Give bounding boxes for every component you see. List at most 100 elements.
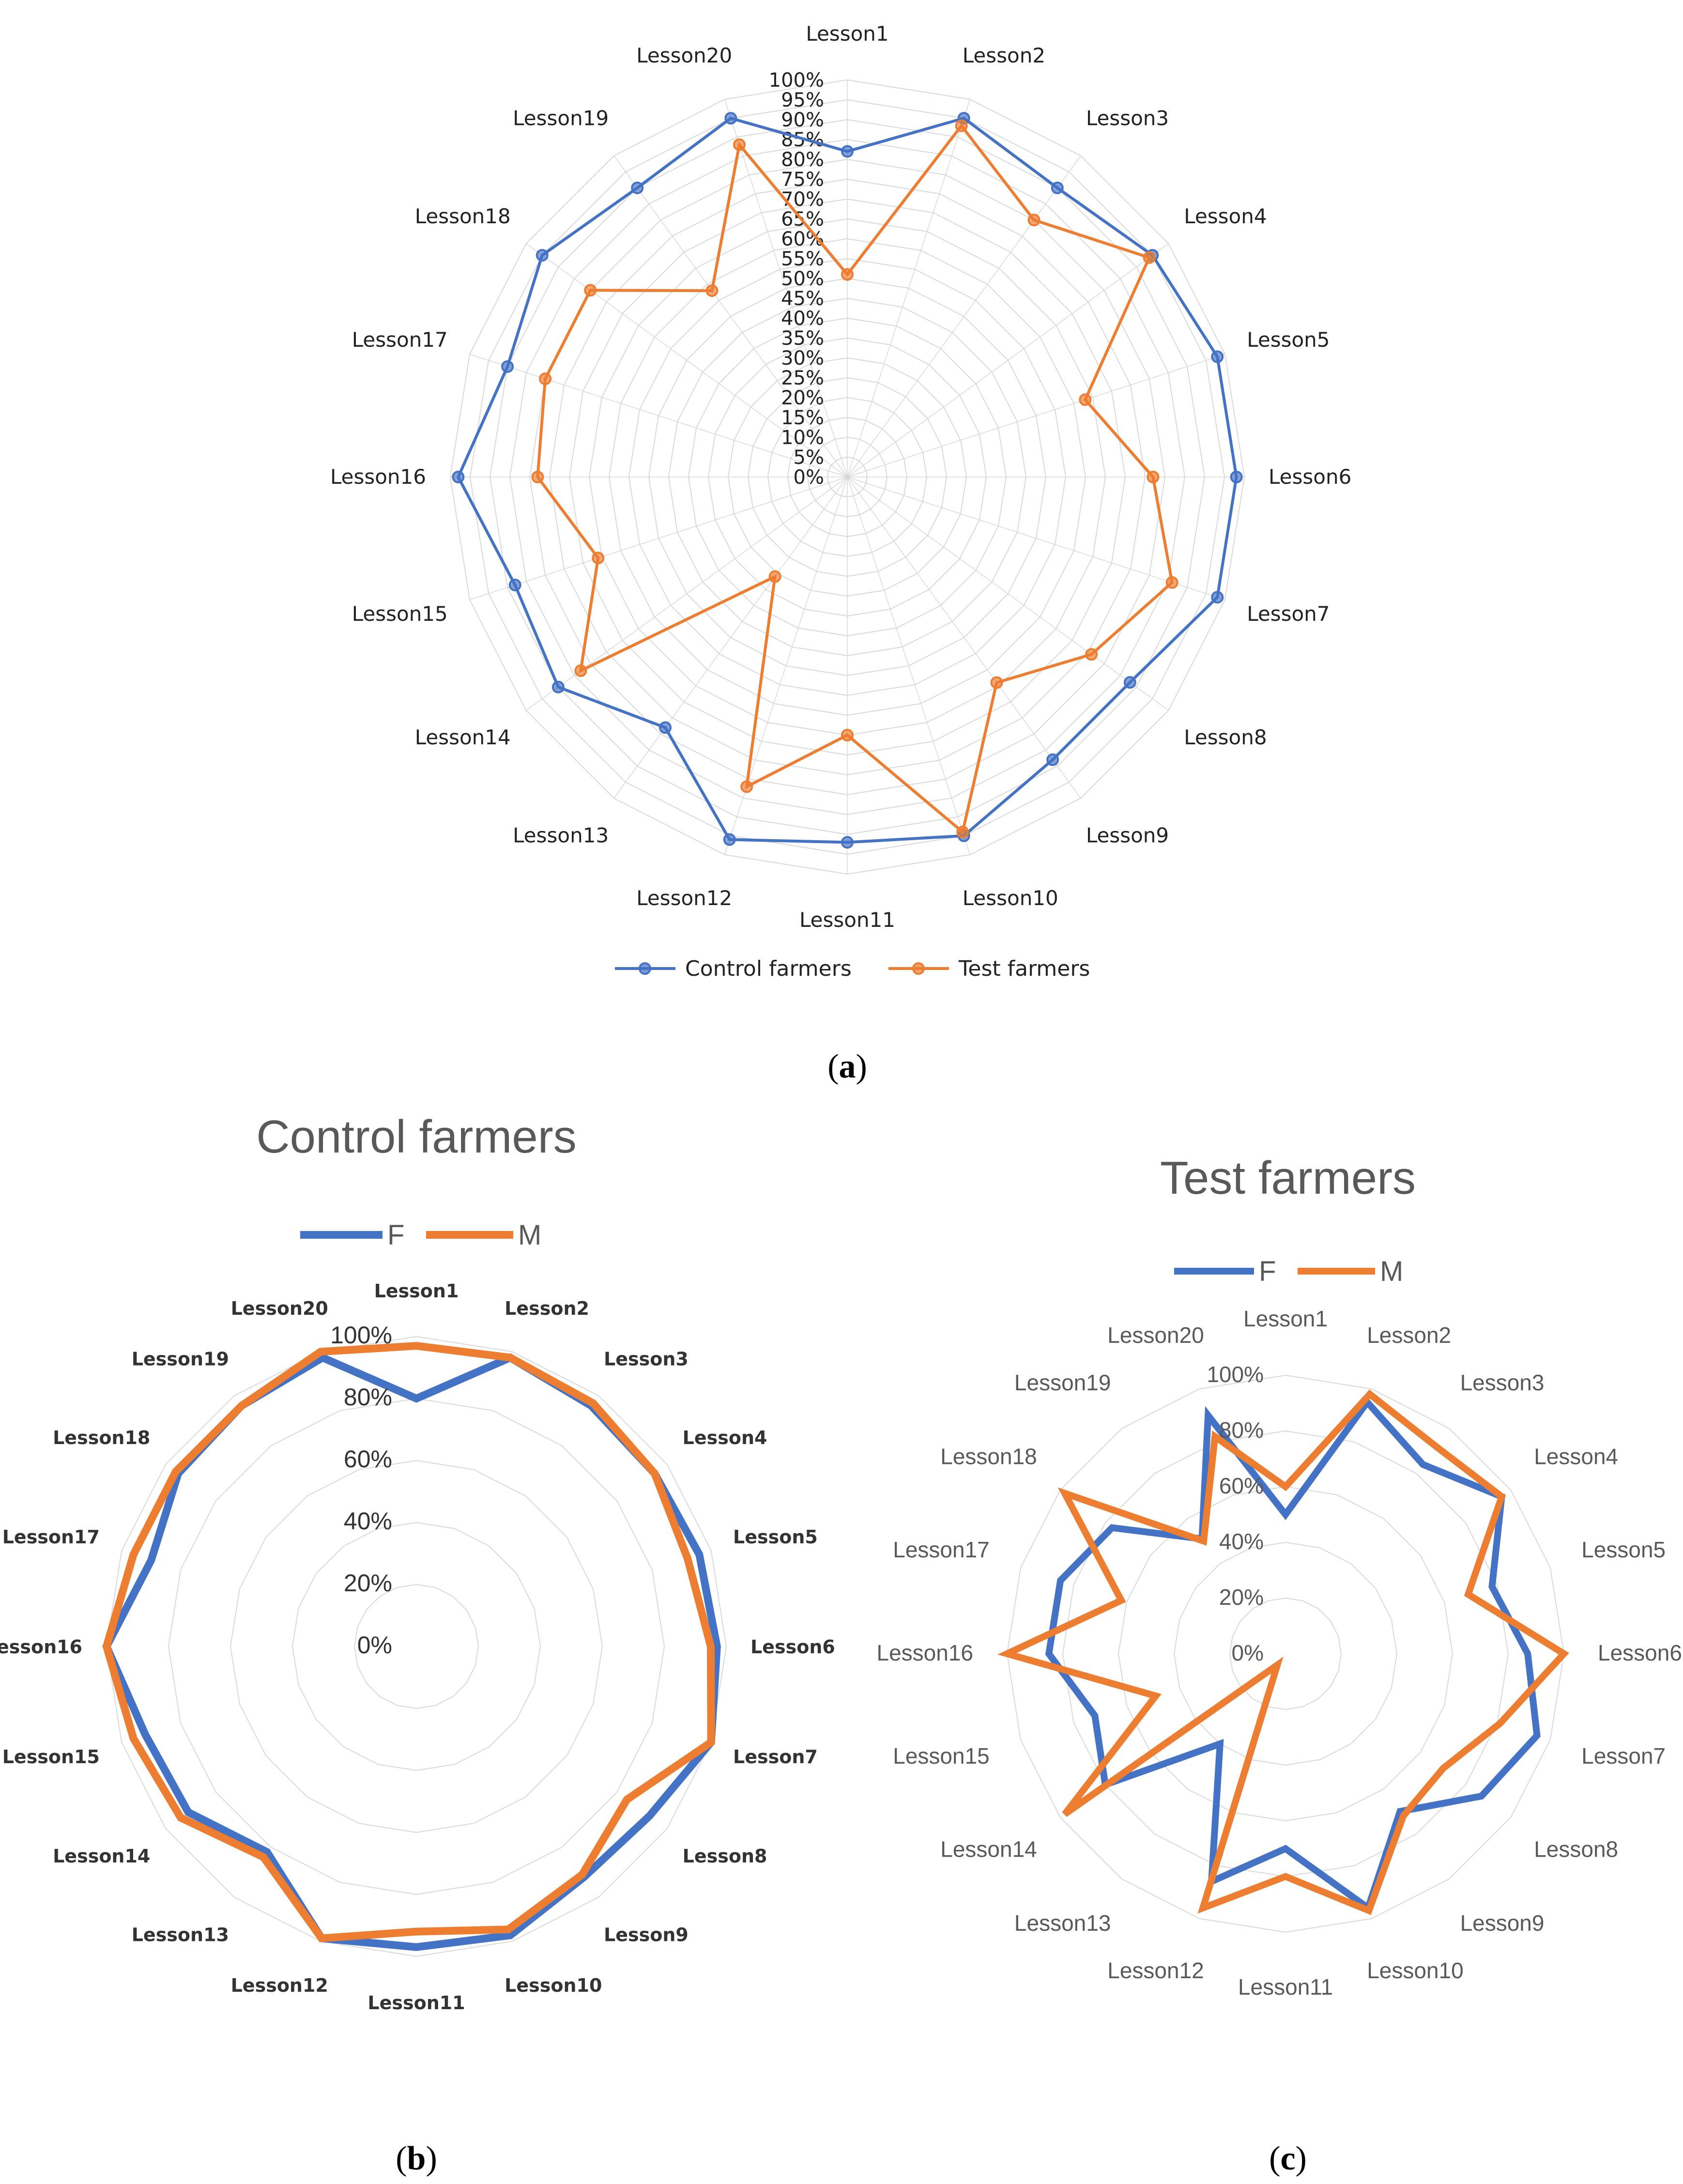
point-test-farmers-lesson17 — [539, 372, 552, 385]
point-control-farmers-lesson15 — [508, 578, 521, 591]
grid-spoke-2 — [847, 99, 971, 477]
point-control-farmers-lesson8 — [1123, 676, 1136, 689]
category-label-lesson20: Lesson20 — [1107, 1323, 1204, 1348]
category-label-lesson3: Lesson3 — [1086, 107, 1169, 130]
panel-b-title: Control farmers — [256, 1111, 577, 1163]
point-control-farmers-lesson12 — [723, 833, 736, 846]
tick-label-20: 20% — [781, 387, 824, 409]
legend-b-m-label: M — [518, 1219, 541, 1251]
tick-label-70: 70% — [781, 188, 824, 211]
category-label-lesson13: Lesson13 — [513, 823, 609, 847]
category-label-lesson13: Lesson13 — [132, 1924, 229, 1946]
point-test-farmers-lesson3 — [1027, 214, 1040, 227]
point-control-farmers-lesson6 — [1230, 471, 1243, 483]
category-label-lesson8: Lesson8 — [683, 1846, 767, 1867]
grid-ring-5 — [106, 1336, 727, 1957]
category-label-lesson9: Lesson9 — [604, 1924, 688, 1946]
category-label-lesson19: Lesson19 — [132, 1348, 229, 1369]
grid-spoke-7 — [847, 477, 1225, 600]
tick-label-30: 30% — [781, 347, 824, 369]
grid-spoke-13 — [613, 477, 848, 799]
category-label-lesson1: Lesson1 — [1243, 1306, 1328, 1331]
point-test-farmers-lesson12 — [740, 780, 753, 793]
point-test-farmers-lesson9 — [990, 676, 1003, 689]
point-test-farmers-lesson10 — [956, 826, 969, 839]
point-control-farmers-lesson16 — [452, 471, 465, 483]
point-test-farmers-lesson20 — [733, 138, 746, 151]
category-label-lesson7: Lesson7 — [733, 1746, 818, 1768]
category-label-lesson16: Lesson16 — [877, 1640, 974, 1665]
grid-spoke-19 — [613, 155, 848, 477]
panel-b-series — [102, 1342, 721, 1951]
panel-a-category-labels: Lesson1 Lesson2 Lesson3 Lesson4 Lesson5 Lesso… — [330, 22, 1351, 932]
category-label-lesson17: Lesson17 — [893, 1537, 990, 1562]
grid-spoke-5 — [847, 354, 1225, 477]
panel-a-axis-ticks: 0%5%10%15%20%25%30%35%40%45%50%55%60%65%… — [769, 69, 824, 489]
panel-b-axis-ticks: 0% 20% 40% 60% 80% 100% — [330, 1322, 392, 1659]
category-label-lesson11: Lesson11 — [799, 908, 895, 932]
category-label-lesson10: Lesson10 — [1367, 1958, 1464, 1983]
category-label-lesson9: Lesson9 — [1460, 1910, 1545, 1936]
grid-spoke-18 — [526, 243, 848, 477]
point-control-farmers-lesson18 — [536, 249, 549, 262]
category-label-lesson7: Lesson7 — [1581, 1743, 1666, 1769]
point-control-farmers-lesson11 — [841, 836, 854, 849]
category-label-lesson6: Lesson6 — [1269, 465, 1351, 489]
point-test-farmers-lesson15 — [592, 552, 605, 565]
grid-spoke-8 — [847, 477, 1169, 711]
category-label-lesson17: Lesson17 — [352, 328, 448, 352]
caption-c: (c) — [1269, 2140, 1307, 2177]
point-control-farmers-lesson7 — [1211, 591, 1224, 604]
category-label-lesson12: Lesson12 — [231, 1975, 328, 1996]
caption-b: (b) — [396, 2140, 437, 2177]
category-label-lesson8: Lesson8 — [1184, 725, 1267, 749]
legend-test-farmers-marker — [912, 962, 925, 975]
panel-b-legend: F M — [300, 1219, 541, 1251]
point-control-farmers-lesson19 — [631, 181, 644, 194]
category-label-lesson9: Lesson9 — [1086, 823, 1169, 847]
category-label-lesson3: Lesson3 — [604, 1348, 688, 1369]
category-label-lesson12: Lesson12 — [636, 886, 732, 910]
point-test-farmers-lesson6 — [1147, 471, 1160, 483]
grid-ring-3 — [1117, 1486, 1454, 1822]
category-label-lesson4: Lesson4 — [1534, 1444, 1618, 1469]
category-label-lesson2: Lesson2 — [963, 44, 1045, 67]
caption-a: (a) — [827, 1048, 867, 1085]
point-control-farmers-lesson20 — [724, 112, 737, 125]
category-label-lesson13: Lesson13 — [1014, 1910, 1111, 1936]
category-label-lesson3: Lesson3 — [1460, 1370, 1545, 1395]
legend-control-farmers-marker — [639, 962, 651, 975]
grid-ring-2 — [1173, 1541, 1398, 1766]
point-control-farmers-lesson9 — [1046, 753, 1059, 766]
category-label-lesson7: Lesson7 — [1247, 602, 1330, 626]
point-test-farmers-lesson4 — [1143, 251, 1156, 264]
grid-spoke-20 — [724, 99, 848, 477]
tick-label-80: 80% — [1219, 1417, 1264, 1443]
category-label-lesson6: Lesson6 — [1598, 1640, 1682, 1665]
tick-label-5: 5% — [794, 446, 824, 469]
category-label-lesson4: Lesson4 — [1184, 204, 1267, 228]
category-label-lesson14: Lesson14 — [940, 1837, 1037, 1862]
tick-label-75: 75% — [781, 169, 824, 191]
grid-ring-4 — [168, 1398, 665, 1895]
category-label-lesson14: Lesson14 — [415, 725, 511, 749]
category-label-lesson17: Lesson17 — [2, 1526, 100, 1548]
grid-ring-1 — [353, 1584, 479, 1709]
legend-control-farmers-label: Control farmers — [685, 956, 852, 981]
point-test-farmers-lesson16 — [531, 471, 544, 483]
legend-c-m-label: M — [1380, 1256, 1403, 1287]
point-test-farmers-lesson13 — [768, 570, 781, 583]
category-label-lesson18: Lesson18 — [940, 1444, 1037, 1469]
category-label-lesson10: Lesson10 — [963, 886, 1058, 910]
category-label-lesson2: Lesson2 — [1367, 1323, 1451, 1348]
tick-label-20: 20% — [344, 1569, 392, 1597]
grid-spoke-9 — [847, 477, 1081, 799]
panel-c-category-labels: Lesson1 Lesson2 Lesson3 Lesson4 Lesson5 Lesso… — [877, 1306, 1682, 1999]
tick-label-90: 90% — [781, 109, 824, 131]
tick-label-95: 95% — [781, 89, 824, 111]
panel-c-test-farmers-radar: Test farmers F M 0% 20% 40% 60% 80% 100% Less… — [877, 1152, 1682, 2177]
point-control-farmers-lesson3 — [1051, 181, 1064, 194]
tick-label-35: 35% — [781, 327, 824, 350]
